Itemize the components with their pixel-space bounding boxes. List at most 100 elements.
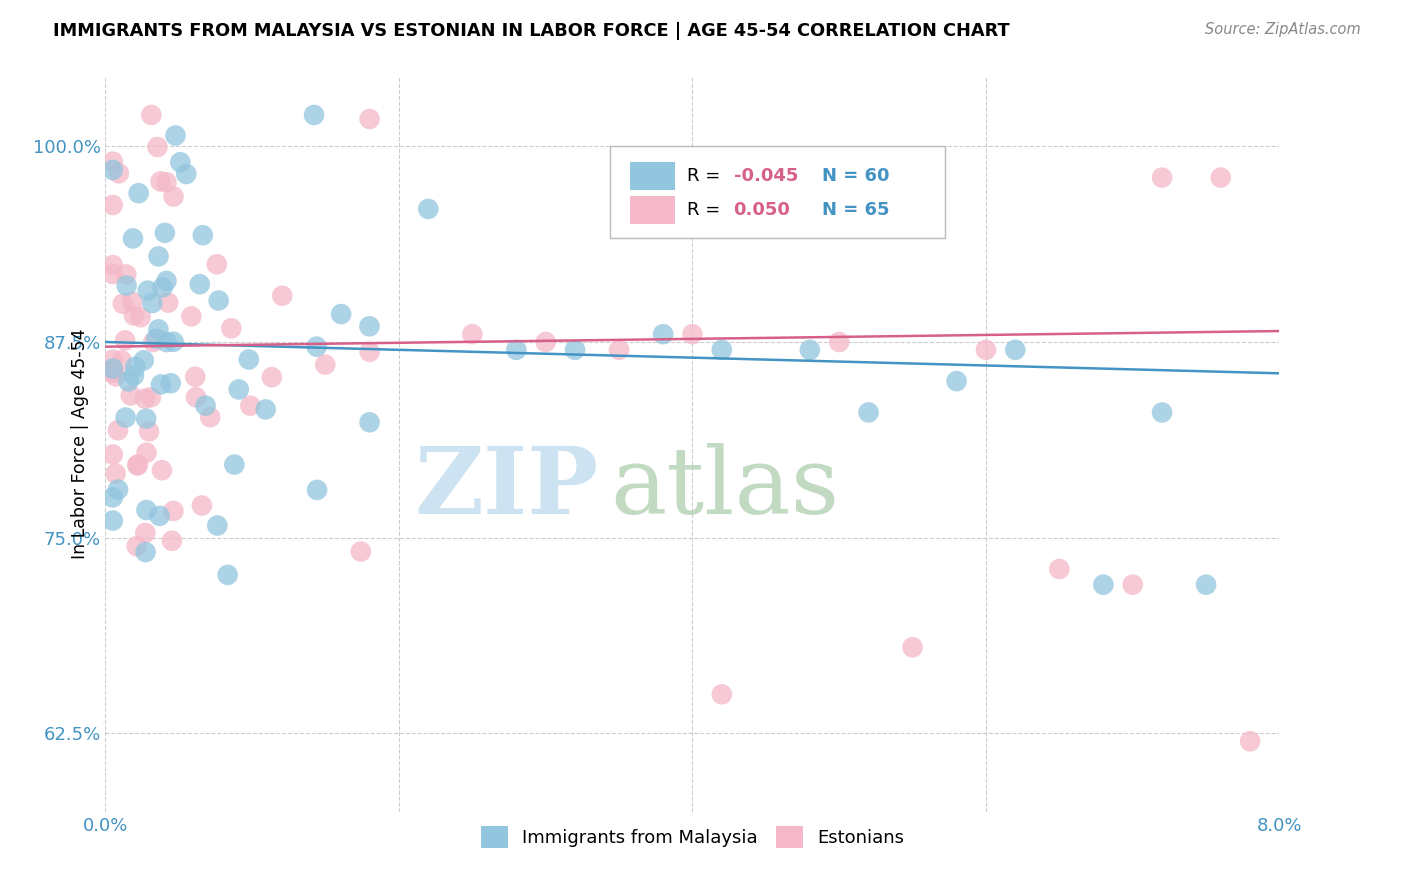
Point [254, 402, 277, 417]
Point [350, 544, 373, 558]
Point [114, 334, 136, 348]
Point [150, 463, 173, 477]
Point [128, 186, 150, 201]
Point [129, 310, 152, 325]
Point [302, 108, 325, 122]
Point [564, 343, 586, 357]
Point [145, 332, 167, 346]
Point [180, 310, 202, 324]
Point [156, 335, 179, 350]
Point [132, 353, 155, 368]
Point [120, 388, 142, 402]
Point [115, 268, 138, 282]
Point [138, 425, 160, 439]
Point [101, 366, 124, 380]
Point [124, 359, 146, 374]
Point [159, 376, 181, 391]
Point [101, 154, 124, 169]
Point [104, 467, 127, 481]
Point [135, 503, 157, 517]
Point [828, 334, 851, 349]
Point [125, 539, 148, 553]
Text: -0.045: -0.045 [734, 167, 799, 185]
Point [184, 390, 207, 404]
Point [1150, 405, 1173, 419]
Point [142, 334, 165, 349]
Legend: Immigrants from Malaysia, Estonians: Immigrants from Malaysia, Estonians [474, 819, 911, 855]
Bar [630, 195, 675, 224]
Point [1122, 577, 1144, 591]
Point [1092, 577, 1115, 591]
Point [1209, 170, 1232, 185]
Point [141, 108, 163, 122]
Point [607, 343, 630, 357]
Point [101, 198, 124, 212]
Point [141, 296, 163, 310]
Point [101, 514, 124, 528]
Point [169, 155, 191, 169]
Point [191, 228, 214, 243]
Point [136, 284, 159, 298]
Point [127, 458, 149, 473]
Point [134, 525, 156, 540]
Point [117, 375, 139, 389]
Point [1195, 577, 1218, 591]
Point [359, 319, 381, 334]
Point [127, 458, 149, 472]
Point [134, 392, 156, 406]
Point [135, 545, 157, 559]
Point [200, 410, 222, 425]
Point [207, 518, 229, 533]
Text: Source: ZipAtlas.com: Source: ZipAtlas.com [1205, 22, 1361, 37]
Point [146, 140, 169, 154]
Point [101, 361, 124, 376]
Point [710, 687, 733, 701]
Point [238, 352, 260, 367]
Point [162, 334, 184, 349]
Point [330, 307, 353, 321]
Point [153, 226, 176, 240]
Point [162, 189, 184, 203]
Point [307, 483, 329, 497]
Text: 0.050: 0.050 [734, 201, 790, 219]
Point [974, 343, 997, 357]
Point [121, 295, 143, 310]
Point [110, 353, 132, 368]
Point [101, 352, 124, 367]
Point [101, 448, 124, 462]
Point [1004, 343, 1026, 357]
Point [122, 231, 145, 245]
Point [184, 369, 207, 384]
Point [314, 358, 336, 372]
Point [135, 411, 157, 425]
Point [799, 343, 821, 357]
Point [104, 369, 127, 384]
Point [207, 293, 229, 308]
Point [101, 258, 124, 272]
Point [217, 567, 239, 582]
Point [155, 274, 177, 288]
Point [359, 415, 381, 429]
Point [359, 112, 381, 126]
Point [155, 175, 177, 189]
Point [271, 289, 294, 303]
Point [710, 343, 733, 357]
Point [107, 423, 129, 437]
Point [359, 344, 381, 359]
Text: N = 60: N = 60 [821, 167, 889, 185]
Point [165, 128, 187, 143]
Text: R =: R = [686, 167, 725, 185]
Point [505, 343, 527, 357]
Point [1150, 170, 1173, 185]
Point [149, 174, 172, 188]
Point [101, 267, 124, 281]
Point [101, 363, 124, 377]
Point [461, 327, 484, 342]
Text: IMMIGRANTS FROM MALAYSIA VS ESTONIAN IN LABOR FORCE | AGE 45-54 CORRELATION CHAR: IMMIGRANTS FROM MALAYSIA VS ESTONIAN IN … [53, 22, 1010, 40]
Point [111, 297, 134, 311]
Point [418, 202, 440, 216]
Point [205, 257, 228, 271]
FancyBboxPatch shape [610, 145, 945, 237]
Point [945, 374, 967, 388]
Point [108, 166, 131, 180]
